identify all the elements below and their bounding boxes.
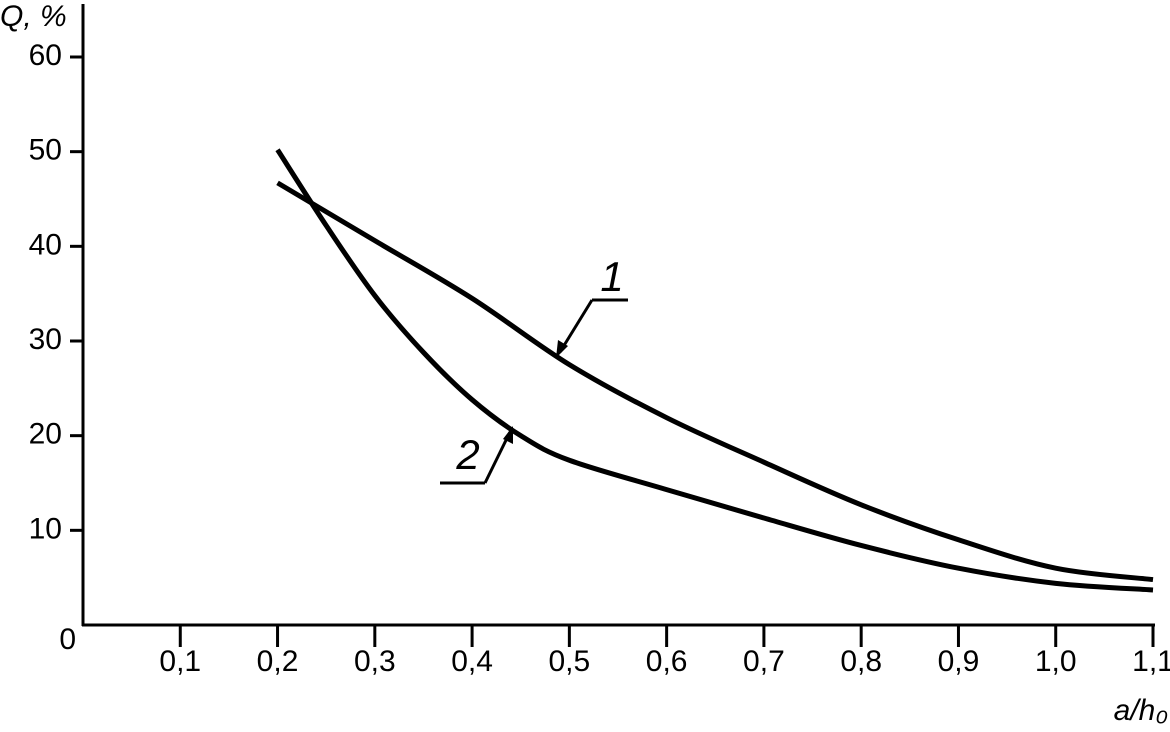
curve-label: 1 — [600, 253, 623, 300]
x-tick-label: 0,1 — [159, 645, 201, 678]
x-tick-label: 0,8 — [840, 645, 882, 678]
leader-line — [558, 299, 594, 353]
leader-line — [483, 431, 512, 484]
line-series — [276, 180, 1154, 583]
x-tick-label: 1,0 — [1035, 645, 1077, 678]
y-tick-label: 30 — [29, 323, 62, 356]
line-series — [275, 148, 1154, 593]
x-tick-label: 0,7 — [743, 645, 785, 678]
y-axis-label: Q, % — [0, 0, 67, 33]
x-tick-label: 0,5 — [549, 645, 591, 678]
y-tick-label: 20 — [29, 418, 62, 451]
x-tick-label: 0,4 — [451, 645, 493, 678]
y-tick-label: 40 — [29, 228, 62, 261]
x-tick-label: 0,2 — [257, 645, 299, 678]
x-tick-label: 1,1 — [1132, 645, 1170, 678]
y-tick-label: 0 — [59, 623, 76, 656]
curve-label: 2 — [455, 431, 479, 478]
x-tick-label: 0,6 — [646, 645, 688, 678]
y-tick-label: 60 — [29, 39, 62, 72]
y-tick-label: 10 — [29, 512, 62, 545]
x-tick-label: 0,9 — [938, 645, 980, 678]
arrow-head — [556, 340, 568, 358]
x-tick-label: 0,3 — [354, 645, 396, 678]
y-tick-label: 50 — [29, 134, 62, 167]
x-axis-label: a/h₀ — [1114, 694, 1168, 727]
